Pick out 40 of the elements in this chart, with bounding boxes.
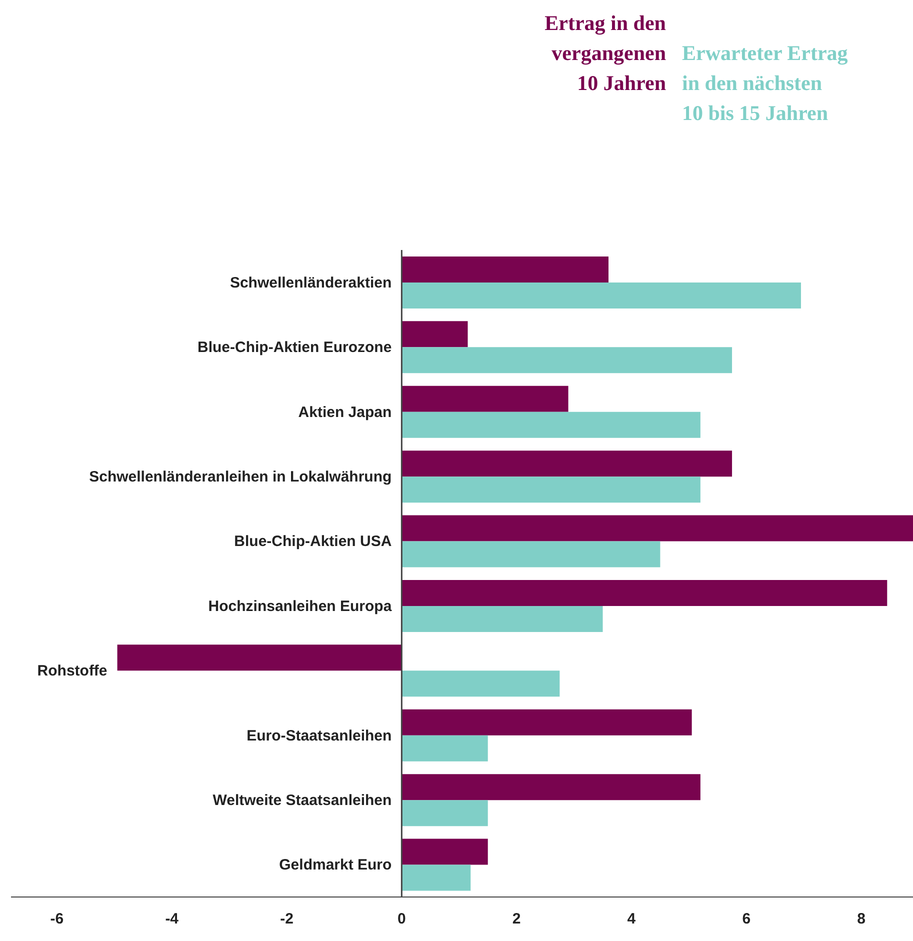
x-tick-label: -2	[280, 910, 294, 928]
y-tick-label: Rohstoffe	[37, 662, 108, 680]
x-tick-label: -4	[165, 910, 180, 928]
y-tick-label: Blue-Chip-Aktien USA	[234, 533, 392, 550]
y-tick-label: Aktien Japan	[298, 404, 392, 421]
bar	[402, 476, 700, 503]
x-tick-label: -6	[50, 910, 64, 928]
x-tick-label: 0	[398, 910, 406, 928]
text: Ertrag in den vergangenen 10 Jahren	[544, 10, 666, 97]
y-tick-label: Schwellenländeraktien	[230, 274, 392, 292]
bar	[402, 515, 913, 542]
bar	[402, 606, 603, 632]
bar	[402, 709, 692, 736]
bar	[402, 838, 488, 865]
y-tick-label: Hochzinsanleihen Europa	[208, 598, 392, 615]
bar	[402, 541, 660, 568]
bar	[402, 735, 488, 762]
bar	[402, 450, 732, 477]
bar	[402, 800, 488, 826]
y-tick-label: Blue-Chip-Aktien Eurozone	[198, 339, 392, 356]
bar	[402, 864, 471, 891]
text: Erwarteter Ertrag in den nächsten 10 bis 15 Jahren	[682, 40, 848, 127]
bar	[402, 580, 888, 606]
y-tick-label: Weltweite Staatsanleihen	[212, 792, 392, 809]
bar	[402, 412, 700, 438]
bar	[402, 347, 732, 374]
bar	[402, 256, 609, 282]
x-tick-label: 6	[742, 910, 751, 928]
y-tick-label: Schwellenländeranleihen in Lokalwährung	[89, 468, 392, 486]
bar	[117, 644, 402, 671]
bar	[402, 282, 801, 308]
bar	[402, 386, 568, 412]
x-tick-label: 4	[627, 910, 636, 928]
x-tick-label: 8	[857, 910, 866, 928]
y-tick-label: Geldmarkt Euro	[279, 856, 392, 874]
bar	[402, 774, 700, 800]
bar	[402, 321, 468, 348]
bar	[402, 670, 560, 697]
x-tick-label: 2	[512, 910, 521, 928]
y-tick-label: Euro-Staatsanleihen	[246, 727, 392, 744]
